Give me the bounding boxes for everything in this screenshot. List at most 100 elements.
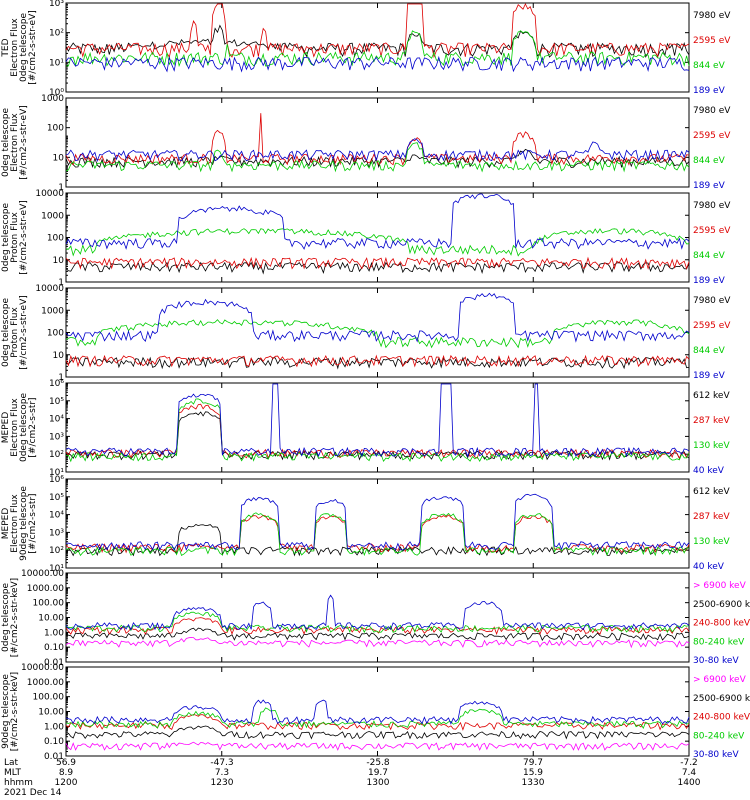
y-tick-label: 100 bbox=[47, 329, 64, 339]
series-line bbox=[65, 55, 690, 73]
legend-label: 240-800 keV bbox=[693, 713, 750, 723]
y-tick-label: 1000.00 bbox=[27, 678, 64, 688]
series-line bbox=[65, 512, 690, 557]
y-tick-label: 10² bbox=[49, 450, 64, 460]
legend-label: 2595 eV bbox=[693, 321, 731, 331]
y-tick-label: 10000.00 bbox=[21, 569, 64, 579]
series-line bbox=[65, 319, 690, 349]
y-axis-label: TED bbox=[1, 38, 11, 57]
lat-value: -7.2 bbox=[680, 758, 698, 768]
y-tick-label: 10⁶ bbox=[49, 379, 64, 389]
y-axis-label: Electron Flux bbox=[10, 398, 20, 457]
y-tick-label: 100 bbox=[47, 234, 64, 244]
panel-3: 1 10 100 1000 10000 0deg telescope Proton Flux… bbox=[1, 189, 731, 288]
series-line bbox=[65, 30, 690, 68]
y-axis-label: Electron Flux bbox=[10, 494, 20, 553]
legend-label: 30-80 keV bbox=[693, 656, 739, 666]
panel-5: 10¹ 10² 10³ 10⁴ 10⁵ 10⁶ MEPED Electron Flux 0deg… bbox=[1, 379, 730, 478]
legend-label: 2595 eV bbox=[693, 131, 731, 141]
legend-label: 844 eV bbox=[693, 251, 726, 261]
legend-label: 2500-6900 keV bbox=[693, 600, 750, 610]
series-line bbox=[65, 403, 690, 459]
series-line bbox=[65, 707, 690, 729]
legend-label: 80-240 keV bbox=[693, 731, 745, 741]
legend-label: 844 eV bbox=[693, 346, 726, 356]
y-tick-label: 10.00 bbox=[38, 708, 64, 718]
y-axis-label: [#/cm2-s-str-eV] bbox=[19, 105, 29, 180]
y-tick-label: 1000 bbox=[41, 211, 64, 221]
panel-7: 0.01 0.10 1.00 10.00 100.00 1000.00 10000.00 0d… bbox=[1, 569, 750, 668]
series-line bbox=[65, 193, 690, 250]
y-tick-label: 10¹ bbox=[49, 564, 64, 574]
legend-label: 287 keV bbox=[693, 512, 730, 522]
legend-label: 189 eV bbox=[693, 86, 726, 96]
y-tick-label: 10 bbox=[53, 153, 65, 163]
series-line bbox=[65, 714, 690, 731]
y-tick-label: 10⁵ bbox=[49, 493, 64, 503]
panel-frame bbox=[65, 287, 690, 378]
lat-value: 56.9 bbox=[56, 758, 76, 768]
series-line bbox=[65, 261, 690, 275]
y-axis-label: [#/cm2-s-str] bbox=[28, 397, 38, 457]
series-line bbox=[65, 514, 690, 554]
mlt-value: 7.3 bbox=[215, 768, 229, 778]
series-line bbox=[65, 627, 690, 641]
mlt-value: 19.7 bbox=[368, 768, 388, 778]
hhmm-value: 1230 bbox=[211, 778, 234, 788]
y-tick-label: 0.01 bbox=[44, 658, 64, 668]
y-tick-label: 10¹ bbox=[49, 58, 64, 68]
series-line bbox=[65, 256, 690, 270]
y-axis-label: [#/cm2-s-str-eV] bbox=[19, 295, 29, 370]
hhmm-value: 1200 bbox=[55, 778, 78, 788]
y-axis-label: Electron Flux bbox=[10, 18, 20, 77]
mlt-value: 7.4 bbox=[682, 768, 697, 778]
y-axis-label: 0deg telescope bbox=[1, 108, 11, 178]
y-tick-label: 10 bbox=[53, 351, 65, 361]
series-line bbox=[65, 292, 690, 343]
y-axis-label: [#/cm2-s-str] bbox=[28, 493, 38, 553]
y-tick-label: 10000 bbox=[35, 284, 64, 294]
y-tick-label: 0.10 bbox=[44, 643, 64, 653]
series-line bbox=[65, 227, 690, 257]
y-axis-label: MEPED bbox=[1, 412, 11, 444]
panel-6: 10¹ 10² 10³ 10⁴ 10⁵ 10⁶ MEPED Electron Flux 90de… bbox=[1, 475, 730, 574]
series-line bbox=[65, 142, 690, 173]
legend-label: 7980 eV bbox=[693, 296, 731, 306]
legend-label: 844 eV bbox=[693, 156, 726, 166]
y-axis-label: [#/cm2-s-str-keV] bbox=[10, 672, 20, 751]
legend-label: 844 eV bbox=[693, 61, 726, 71]
y-tick-label: 1000 bbox=[41, 306, 64, 316]
hhmm-value: 1400 bbox=[678, 778, 701, 788]
legend-label: 612 keV bbox=[693, 391, 730, 401]
legend-label: 240-800 keV bbox=[693, 619, 750, 629]
panel-8: 0.01 0.10 1.00 10.00 100.00 1000.00 10000.00 90… bbox=[1, 663, 750, 762]
panel-1: 10⁰ 10¹ 10² 10³ TED Electron Flux 0deg telesco… bbox=[1, 0, 731, 98]
legend-label: 189 eV bbox=[693, 181, 726, 191]
legend-label: > 6900 keV bbox=[693, 675, 747, 685]
y-axis-label: [#/cm2-s-str-keV] bbox=[10, 578, 20, 657]
y-axis-label: [#/cm2-s-str-eV] bbox=[19, 200, 29, 275]
legend-label: 189 eV bbox=[693, 371, 726, 381]
series-line bbox=[65, 524, 690, 557]
legend-label: 40 keV bbox=[693, 466, 725, 476]
legend-label: 7980 eV bbox=[693, 11, 731, 21]
series-line bbox=[65, 699, 690, 725]
y-axis-label: 0deg telescope bbox=[1, 583, 11, 653]
series-line bbox=[65, 636, 690, 649]
series-line bbox=[65, 24, 690, 58]
y-tick-label: 1 bbox=[58, 183, 64, 193]
lat-label: Lat bbox=[4, 758, 19, 768]
y-axis-label: [#/cm2-s-str-eV] bbox=[28, 10, 38, 85]
y-tick-label: 0.10 bbox=[44, 737, 64, 747]
series-line bbox=[65, 383, 690, 458]
series-line bbox=[65, 725, 690, 740]
y-tick-label: 10⁴ bbox=[49, 415, 64, 425]
y-tick-label: 10² bbox=[49, 546, 64, 556]
y-axis-label: 0deg telescope bbox=[19, 13, 29, 83]
y-axis-label: 90deg telescope bbox=[1, 674, 11, 749]
series-line bbox=[65, 594, 690, 631]
y-tick-label: 1 bbox=[58, 373, 64, 383]
lat-value: -47.3 bbox=[210, 758, 233, 768]
hhmm-label: hhmm bbox=[4, 778, 33, 788]
